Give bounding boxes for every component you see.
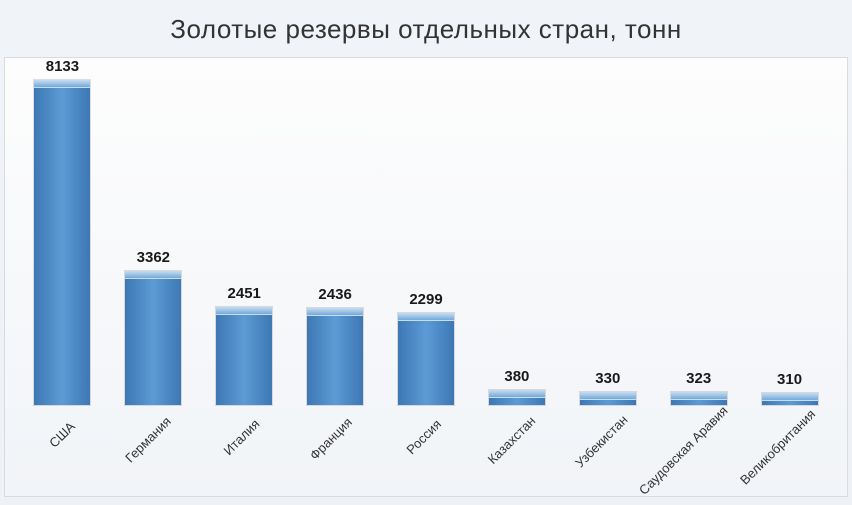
x-axis: США Германия Италия Франция Россия Казахстан У… <box>17 406 835 496</box>
x-tick: Германия <box>108 406 199 496</box>
x-tick: Франция <box>290 406 381 496</box>
chart-container: Золотые резервы отдельных стран, тонн 81… <box>0 0 852 505</box>
bar-slot: 2451 <box>199 68 290 406</box>
value-label: 2436 <box>318 286 351 303</box>
bar-plot: 8133 3362 2451 2436 2299 380 330 323 310 <box>17 68 835 406</box>
category-label: Россия <box>403 416 444 457</box>
value-label: 2299 <box>409 291 442 308</box>
value-label: 3362 <box>137 249 170 266</box>
bar <box>761 392 819 406</box>
x-tick: Казахстан <box>471 406 562 496</box>
value-label: 310 <box>777 371 802 388</box>
bar-slot: 330 <box>562 68 653 406</box>
bar <box>306 307 364 406</box>
x-tick: США <box>17 406 108 496</box>
value-label: 330 <box>595 370 620 387</box>
bar-slot: 310 <box>744 68 835 406</box>
x-tick: Италия <box>199 406 290 496</box>
value-label: 2451 <box>228 285 261 302</box>
chart-plot-area: 8133 3362 2451 2436 2299 380 330 323 310 США Герм… <box>4 57 848 497</box>
bar <box>124 270 182 406</box>
x-tick: Россия <box>381 406 472 496</box>
bar-slot: 2299 <box>381 68 472 406</box>
x-tick: Саудовская Аравия <box>653 406 744 496</box>
bar <box>215 306 273 406</box>
category-label: Италия <box>221 416 263 458</box>
bar <box>397 312 455 406</box>
bar <box>33 79 91 406</box>
category-label: Казахстан <box>485 413 539 467</box>
bar-slot: 380 <box>471 68 562 406</box>
bar-slot: 323 <box>653 68 744 406</box>
x-tick: Великобритания <box>744 406 835 496</box>
category-label: Узбекистан <box>572 412 630 470</box>
bar-slot: 8133 <box>17 68 108 406</box>
value-label: 323 <box>686 370 711 387</box>
category-label: США <box>47 419 79 451</box>
chart-title: Золотые резервы отдельных стран, тонн <box>4 4 848 57</box>
category-label: Франция <box>307 415 355 463</box>
value-label: 8133 <box>46 58 79 75</box>
value-label: 380 <box>504 368 529 385</box>
bar <box>488 389 546 406</box>
category-label: Великобритания <box>737 406 818 487</box>
bar-slot: 2436 <box>290 68 381 406</box>
bar-slot: 3362 <box>108 68 199 406</box>
category-label: Германия <box>122 414 174 466</box>
bar <box>579 391 637 406</box>
